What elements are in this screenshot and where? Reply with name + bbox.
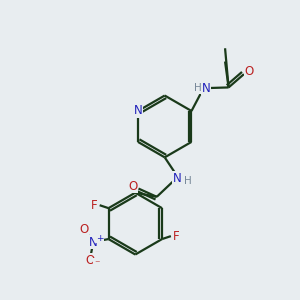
Text: O: O: [244, 65, 254, 78]
Text: ⁻: ⁻: [94, 259, 100, 269]
Text: N: N: [134, 104, 142, 118]
Text: O: O: [85, 254, 95, 267]
Text: N: N: [173, 172, 182, 185]
Text: F: F: [91, 199, 98, 212]
Text: N: N: [202, 82, 211, 95]
Text: O: O: [79, 223, 88, 236]
Text: O: O: [128, 180, 137, 193]
Text: +: +: [96, 234, 103, 243]
Text: H: H: [184, 176, 192, 186]
Text: N: N: [89, 236, 98, 248]
Text: H: H: [194, 83, 201, 93]
Text: F: F: [173, 230, 179, 243]
